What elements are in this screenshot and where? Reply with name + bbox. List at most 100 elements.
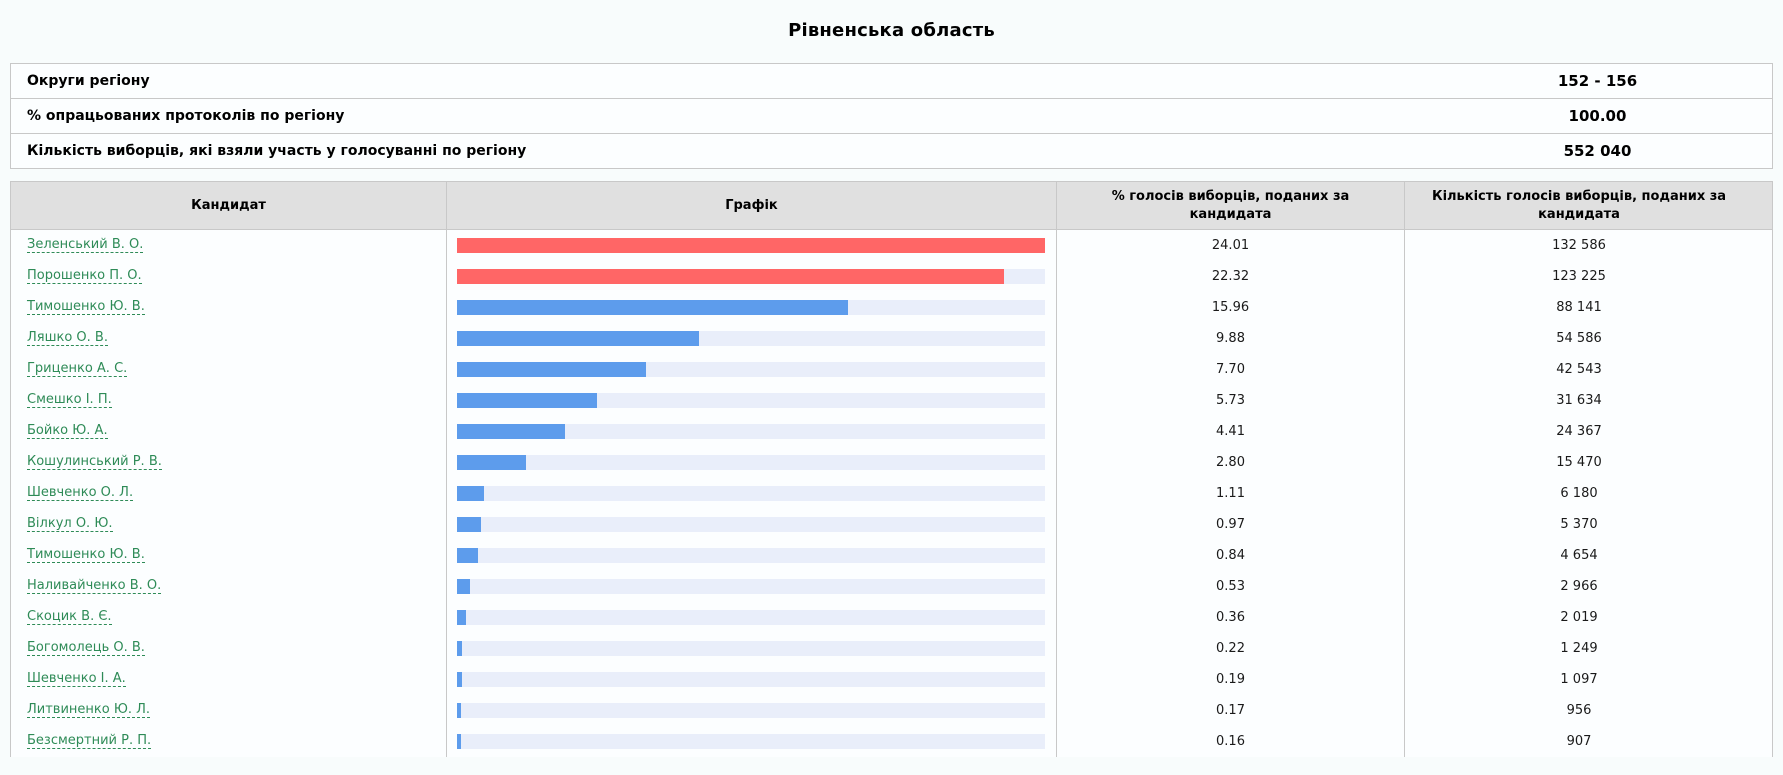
vote-share-bar [457,455,526,470]
percent-cell: 0.53 [1056,571,1404,602]
vote-share-bar [457,424,565,439]
candidate-cell: Зеленський В. О. [11,230,446,261]
summary-row-label: Округи регіону [27,73,150,89]
votes-cell: 15 470 [1404,447,1753,478]
percent-cell: 5.73 [1056,385,1404,416]
candidate-cell: Безсмертний Р. П. [11,726,446,757]
vote-share-bar [457,517,481,532]
candidate-cell: Скоцик В. Є. [11,602,446,633]
votes-cell: 1 097 [1404,664,1753,695]
summary-row: % опрацьованих протоколів по регіону 100.… [11,99,1772,134]
candidate-cell: Смешко І. П. [11,385,446,416]
candidate-link[interactable]: Шевченко О. Л. [27,484,134,502]
column-header-percent: % голосів виборців, поданих за кандидата [1056,182,1404,229]
chart-cell [446,261,1056,292]
candidate-row: Порошенко П. О. 22.32 123 225 [11,261,1772,292]
bar-track [457,331,1045,346]
bar-track [457,579,1045,594]
candidate-row: Вілкул О. Ю. 0.97 5 370 [11,509,1772,540]
percent-cell: 0.97 [1056,509,1404,540]
candidate-link[interactable]: Бойко Ю. А. [27,422,108,440]
candidate-cell: Шевченко І. А. [11,664,446,695]
candidate-link[interactable]: Вілкул О. Ю. [27,515,113,533]
candidate-link[interactable]: Порошенко П. О. [27,267,142,285]
results-rows: Зеленський В. О. 24.01 132 586 Порошенко П.… [11,230,1772,757]
vote-share-bar [457,362,646,377]
vote-share-bar [457,486,485,501]
chart-cell [446,509,1056,540]
candidate-cell: Наливайченко В. О. [11,571,446,602]
candidate-cell: Тимошенко Ю. В. [11,540,446,571]
votes-cell: 956 [1404,695,1753,726]
percent-cell: 2.80 [1056,447,1404,478]
bar-track [457,672,1045,687]
summary-row-value: 100.00 [1568,107,1627,125]
results-table: Кандидат Графік % голосів виборців, пода… [10,181,1773,757]
percent-cell: 22.32 [1056,261,1404,292]
vote-share-bar [457,641,463,656]
candidate-link[interactable]: Зеленський В. О. [27,236,144,254]
candidate-row: Тимошенко Ю. В. 15.96 88 141 [11,292,1772,323]
votes-cell: 132 586 [1404,230,1753,261]
candidate-row: Литвиненко Ю. Л. 0.17 956 [11,695,1772,726]
candidate-row: Шевченко І. А. 0.19 1 097 [11,664,1772,695]
candidate-row: Богомолець О. В. 0.22 1 249 [11,633,1772,664]
candidate-row: Наливайченко В. О. 0.53 2 966 [11,571,1772,602]
candidate-link[interactable]: Наливайченко В. О. [27,577,162,595]
candidate-link[interactable]: Шевченко І. А. [27,670,126,688]
votes-cell: 2 966 [1404,571,1753,602]
column-header-votes: Кількість голосів виборців, поданих за к… [1404,182,1753,229]
candidate-link[interactable]: Смешко І. П. [27,391,112,409]
chart-cell [446,726,1056,757]
region-summary-table: Округи регіону 152 - 156 % опрацьованих пр… [10,63,1773,169]
percent-cell: 7.70 [1056,354,1404,385]
chart-cell [446,447,1056,478]
candidate-cell: Литвиненко Ю. Л. [11,695,446,726]
bar-track [457,238,1045,253]
vote-share-bar [457,734,461,749]
votes-cell: 54 586 [1404,323,1753,354]
candidate-cell: Тимошенко Ю. В. [11,292,446,323]
candidate-link[interactable]: Ляшко О. В. [27,329,108,347]
chart-cell [446,230,1056,261]
candidate-row: Тимошенко Ю. В. 0.84 4 654 [11,540,1772,571]
candidate-link[interactable]: Тимошенко Ю. В. [27,298,145,316]
percent-cell: 0.16 [1056,726,1404,757]
chart-cell [446,540,1056,571]
chart-cell [446,571,1056,602]
candidate-row: Бойко Ю. А. 4.41 24 367 [11,416,1772,447]
candidate-link[interactable]: Литвиненко Ю. Л. [27,701,151,719]
votes-cell: 5 370 [1404,509,1753,540]
percent-cell: 4.41 [1056,416,1404,447]
candidate-link[interactable]: Кошулинський Р. В. [27,453,162,471]
candidate-link[interactable]: Богомолець О. В. [27,639,145,657]
candidate-link[interactable]: Тимошенко Ю. В. [27,546,145,564]
candidate-link[interactable]: Гриценко А. С. [27,360,128,378]
vote-share-bar [457,393,598,408]
candidate-cell: Порошенко П. О. [11,261,446,292]
percent-cell: 0.22 [1056,633,1404,664]
candidate-row: Смешко І. П. 5.73 31 634 [11,385,1772,416]
candidate-cell: Ляшко О. В. [11,323,446,354]
results-header: Кандидат Графік % голосів виборців, пода… [11,182,1772,230]
candidate-row: Безсмертний Р. П. 0.16 907 [11,726,1772,757]
candidate-link[interactable]: Безсмертний Р. П. [27,732,152,750]
percent-cell: 0.84 [1056,540,1404,571]
bar-track [457,424,1045,439]
percent-cell: 24.01 [1056,230,1404,261]
chart-cell [446,354,1056,385]
summary-row: Кількість виборців, які взяли участь у г… [11,134,1772,168]
chart-cell [446,695,1056,726]
candidate-row: Гриценко А. С. 7.70 42 543 [11,354,1772,385]
percent-cell: 0.36 [1056,602,1404,633]
candidate-link[interactable]: Скоцик В. Є. [27,608,112,626]
votes-cell: 6 180 [1404,478,1753,509]
bar-track [457,517,1045,532]
percent-cell: 1.11 [1056,478,1404,509]
bar-track [457,734,1045,749]
vote-share-bar [457,548,478,563]
candidate-row: Шевченко О. Л. 1.11 6 180 [11,478,1772,509]
chart-cell [446,602,1056,633]
bar-track [457,455,1045,470]
votes-cell: 88 141 [1404,292,1753,323]
